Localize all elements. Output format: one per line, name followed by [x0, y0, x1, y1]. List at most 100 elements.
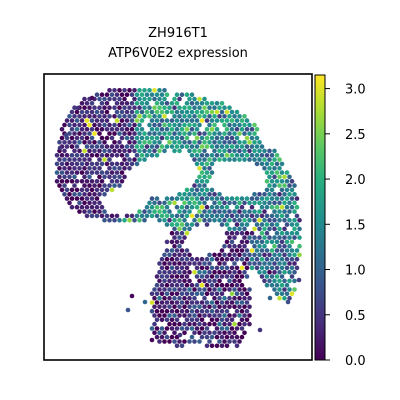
spot-point: [142, 157, 147, 162]
spot-point: [174, 291, 180, 297]
spot-point: [197, 122, 202, 128]
spot-point: [204, 144, 210, 149]
spot-point: [164, 144, 170, 149]
spot-point: [282, 209, 287, 214]
spot-point: [234, 326, 240, 331]
spot-point: [229, 334, 235, 340]
spot-point: [194, 222, 200, 227]
spot-point: [284, 230, 290, 236]
spot-point: [159, 101, 165, 106]
spot-point: [292, 287, 297, 292]
spot-point: [172, 321, 177, 327]
spot-point: [79, 204, 85, 210]
spot-point: [279, 179, 285, 184]
spot-point: [182, 278, 187, 284]
spot-point: [182, 252, 187, 258]
spot-point: [209, 101, 215, 106]
spot-point: [157, 217, 162, 223]
spot-point: [212, 278, 217, 284]
spot-point: [227, 140, 232, 145]
spot-point: [114, 213, 120, 219]
spot-point: [212, 114, 217, 119]
spot-point: [187, 114, 192, 119]
spot-point: [209, 291, 215, 297]
spot-point: [244, 127, 250, 132]
spot-point: [204, 282, 210, 288]
spot-point: [209, 135, 215, 141]
spot-point: [154, 153, 160, 158]
spot-point: [287, 200, 292, 206]
spot-point: [117, 114, 122, 119]
spot-point: [204, 127, 210, 132]
spot-point: [277, 261, 282, 266]
spot-point: [149, 144, 155, 149]
spot-point: [187, 261, 192, 266]
spot-point: [222, 304, 227, 310]
spot-point: [122, 166, 127, 171]
spot-point: [179, 274, 185, 279]
spot-point: [264, 204, 270, 210]
spot-point: [242, 157, 247, 162]
spot-point: [84, 187, 90, 193]
spot-point: [62, 183, 67, 188]
spot-point: [124, 101, 130, 106]
spot-point: [144, 213, 150, 219]
spot-point: [202, 140, 207, 145]
spot-point: [296, 277, 302, 283]
spot-point: [247, 295, 252, 301]
spot-point: [217, 148, 222, 154]
spot-point: [247, 287, 252, 292]
spot-point: [252, 217, 257, 223]
spot-point: [84, 170, 90, 175]
spot-point: [167, 140, 172, 145]
spot-point: [159, 282, 165, 288]
spot-point: [232, 122, 237, 128]
spot-point: [104, 153, 110, 158]
spot-point: [184, 248, 190, 253]
spot-point: [272, 148, 277, 154]
spot-point: [232, 339, 237, 344]
spot-point: [214, 144, 220, 149]
spot-point: [184, 256, 190, 262]
spot-point: [197, 157, 202, 162]
spot-point: [247, 200, 252, 206]
spot-point: [289, 291, 295, 297]
spot-point: [147, 114, 152, 119]
spot-point: [252, 122, 257, 128]
spot-point: [197, 339, 202, 344]
spot-point: [79, 170, 85, 175]
spot-point: [219, 274, 225, 279]
spot-point: [174, 265, 180, 271]
spot-point: [277, 269, 282, 275]
spot-point: [167, 278, 172, 284]
spot-point: [174, 118, 180, 123]
spot-point: [182, 321, 187, 327]
spot-point: [292, 226, 297, 232]
spot-point: [269, 274, 275, 279]
spot-point: [224, 274, 230, 279]
spot-point: [202, 269, 207, 275]
spot-point: [97, 140, 102, 145]
spot-point: [84, 109, 90, 115]
spot-point: [162, 96, 167, 102]
spot-point: [137, 209, 142, 214]
spot-point: [169, 135, 175, 141]
spot-point: [84, 127, 90, 132]
spot-point: [99, 92, 105, 97]
spot-point: [222, 269, 227, 275]
spot-point: [167, 105, 172, 110]
spot-point: [109, 135, 115, 141]
spot-point: [142, 299, 148, 305]
spot-point: [164, 300, 170, 305]
spot-point: [187, 287, 192, 292]
spot-point: [219, 343, 225, 349]
spot-point: [284, 248, 290, 253]
spot-point: [177, 295, 182, 301]
spot-point: [264, 256, 270, 262]
spot-point: [252, 131, 257, 136]
spot-point: [219, 153, 225, 158]
spot-point: [184, 109, 190, 115]
spot-point: [172, 278, 177, 284]
spot-point: [224, 222, 230, 227]
spot-point: [272, 252, 277, 258]
